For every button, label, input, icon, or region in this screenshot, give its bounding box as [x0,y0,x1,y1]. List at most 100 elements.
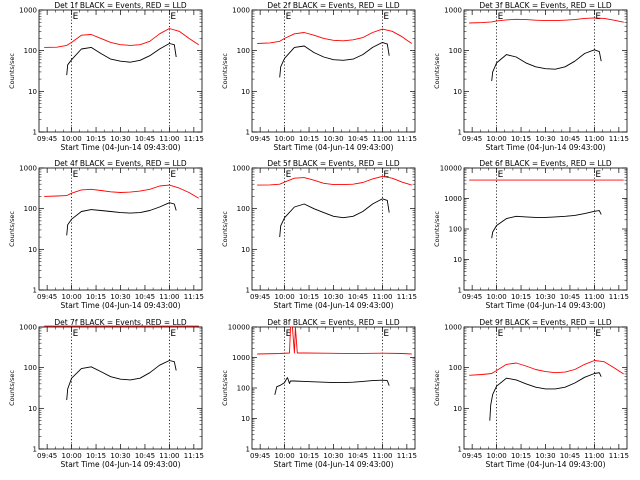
chart-title: Det 5f BLACK = Events, RED = LLD [267,159,400,168]
chart-title: Det 1f BLACK = Events, RED = LLD [54,1,187,10]
x-tick-label: 10:30 [535,293,555,301]
x-tick-label: 10:15 [511,293,531,301]
y-tick-label: 1000 [19,324,37,332]
y-tick-label: 1 [246,129,250,137]
x-tick-label: 11:00 [584,135,604,143]
series-line-events [66,202,177,236]
x-tick-label: 10:30 [323,135,343,143]
plot-frame [463,9,628,133]
event-marker-label: E [286,329,292,339]
x-tick-label: 09:45 [37,135,57,143]
y-tick-label: 1000 [232,7,250,15]
chart-title: Det 7f BLACK = Events, RED = LLD [54,318,187,327]
series-line-events [66,43,177,76]
event-marker-label: E [498,12,504,22]
x-tick-label: 10:45 [560,135,580,143]
event-marker-label: E [595,170,601,180]
y-axis-label: Counts/sec [221,211,229,247]
y-tick-label: 1 [458,129,462,137]
series-line-events [279,41,390,78]
x-axis-label: Start Time (04-Jun-14 09:43:00) [486,143,606,152]
y-axis-label: Counts/sec [433,53,441,89]
event-marker-label: E [286,12,292,22]
series-line-lld [469,17,624,24]
x-axis-label: Start Time (04-Jun-14 09:43:00) [61,460,181,469]
x-axis-label: Start Time (04-Jun-14 09:43:00) [486,301,606,310]
y-tick-label: 100 [237,47,250,55]
chart-panel-7: Det 7f BLACK = Events, RED = LLD 1 10 100 10… [8,318,204,469]
x-tick-label: 10:15 [299,452,319,460]
event-marker-label: E [73,329,79,339]
series-line-lld [44,28,199,48]
x-tick-label: 11:15 [609,135,629,143]
y-axis-label: Counts/sec [8,211,16,247]
y-tick-label: 10 [241,246,250,254]
x-tick-label: 10:15 [299,293,319,301]
x-tick-label: 11:15 [397,135,417,143]
y-tick-label: 1 [458,287,462,295]
series-line-events [279,198,390,238]
plot-frame [38,167,203,291]
x-tick-label: 10:15 [86,452,106,460]
chart-panel-3: Det 3f BLACK = Events, RED = LLD 1 10 100 10… [433,1,629,152]
x-tick-label: 10:15 [86,293,106,301]
series-line-lld [257,175,412,186]
x-tick-label: 10:00 [487,293,507,301]
chart-panel-6: Det 6f BLACK = Events, RED = LLD 1 10 100 10… [433,159,629,310]
chart-title: Det 3f BLACK = Events, RED = LLD [479,1,612,10]
x-tick-label: 11:00 [372,452,392,460]
event-marker-label: E [498,170,504,180]
event-marker-label: E [595,12,601,22]
x-tick-label: 10:15 [511,135,531,143]
y-tick-label: 1 [33,129,37,137]
x-tick-label: 10:30 [535,135,555,143]
plot-frame [251,167,416,291]
y-tick-label: 10 [241,88,250,96]
x-tick-label: 09:45 [37,452,57,460]
x-tick-label: 10:45 [348,135,368,143]
series-line-lld [257,326,412,355]
series-line-events [274,377,390,395]
y-tick-label: 10000 [440,165,462,173]
x-tick-label: 11:00 [159,135,179,143]
series-line-lld [469,360,624,376]
x-tick-label: 10:15 [86,135,106,143]
y-axis-label: Counts/sec [221,370,229,406]
y-tick-label: 100 [449,226,462,234]
x-tick-label: 11:15 [184,452,204,460]
series-line-lld [257,28,412,44]
event-marker-label: E [383,329,389,339]
y-tick-label: 10 [453,256,462,264]
y-tick-label: 1000 [232,165,250,173]
x-tick-label: 10:00 [275,293,295,301]
x-tick-label: 10:15 [299,135,319,143]
y-tick-label: 100 [24,205,37,213]
y-tick-label: 1 [33,446,37,454]
series-line-events [491,49,602,82]
x-axis-label: Start Time (04-Jun-14 09:43:00) [61,301,181,310]
x-tick-label: 10:30 [535,452,555,460]
x-tick-label: 11:15 [397,293,417,301]
y-tick-label: 1000 [444,195,462,203]
x-tick-label: 11:00 [372,293,392,301]
series-line-lld [44,184,199,199]
chart-panel-8: Det 8f BLACK = Events, RED = LLD 1 10 100 10… [221,318,417,469]
x-tick-label: 09:45 [250,135,270,143]
x-tick-label: 10:45 [135,135,155,143]
x-tick-label: 10:00 [62,293,82,301]
x-tick-label: 11:15 [184,135,204,143]
x-tick-label: 10:45 [560,452,580,460]
y-tick-label: 100 [449,364,462,372]
chart-panel-9: Det 9f BLACK = Events, RED = LLD 1 10 100 10… [433,318,629,469]
x-axis-label: Start Time (04-Jun-14 09:43:00) [486,460,606,469]
y-tick-label: 1000 [232,354,250,362]
x-tick-label: 10:30 [323,452,343,460]
x-tick-label: 10:30 [323,293,343,301]
x-tick-label: 11:00 [584,293,604,301]
series-line-events [66,360,177,401]
x-tick-label: 09:45 [250,452,270,460]
event-marker-label: E [170,170,176,180]
y-tick-label: 10 [28,405,37,413]
x-tick-label: 09:45 [462,452,482,460]
